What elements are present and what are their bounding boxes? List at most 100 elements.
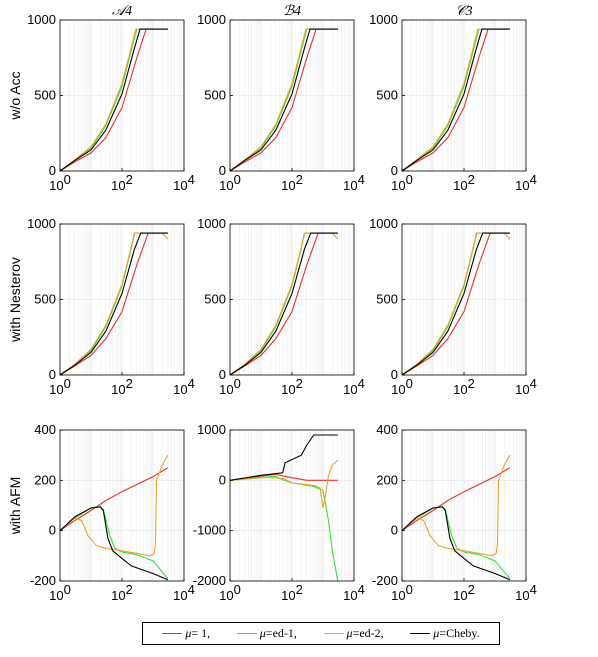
x-tick-exponent: 4	[188, 582, 195, 597]
row-label: with Nesterov	[7, 257, 23, 343]
x-tick-base: 10	[515, 588, 529, 603]
x-tick-exponent: 0	[64, 172, 71, 187]
x-tick-base: 10	[453, 382, 467, 397]
x-tick-label: 104	[343, 172, 365, 193]
x-tick-exponent: 2	[126, 172, 133, 187]
series-line	[401, 467, 511, 532]
y-tick-label: 500	[34, 292, 56, 307]
y-tick-label: 0	[391, 367, 398, 382]
x-tick-exponent: 4	[530, 376, 537, 391]
x-tick-base: 10	[343, 382, 357, 397]
x-tick-exponent: 4	[530, 172, 537, 187]
y-tick-label: 1000	[27, 12, 56, 27]
legend-mu: μ	[346, 626, 353, 640]
x-tick-exponent: 0	[64, 582, 71, 597]
y-tick-label: 1000	[369, 12, 398, 27]
y-tick-label: -1000	[193, 523, 226, 538]
column-title: 𝒜4	[112, 4, 132, 19]
series-line	[59, 28, 168, 172]
series-line	[59, 232, 168, 376]
x-tick-exponent: 4	[188, 172, 195, 187]
y-tick-label: 1000	[197, 216, 226, 231]
legend-label: = 1,	[191, 626, 211, 640]
legend-label: =ed-1,	[265, 626, 297, 640]
x-tick-label: 102	[111, 582, 133, 603]
series-line	[229, 232, 338, 376]
y-tick-label: -2000	[193, 573, 226, 588]
x-tick-base: 10	[49, 178, 63, 193]
y-tick-label: 0	[49, 523, 56, 538]
x-tick-label: 104	[173, 582, 195, 603]
x-tick-label: 102	[453, 582, 475, 603]
series-line	[401, 454, 511, 557]
x-tick-base: 10	[173, 382, 187, 397]
row-label: w/o Acc	[7, 71, 23, 120]
y-tick-label: 200	[34, 472, 56, 487]
y-tick-label: 0	[219, 163, 226, 178]
x-tick-exponent: 0	[64, 376, 71, 391]
x-tick-base: 10	[515, 382, 529, 397]
x-tick-exponent: 4	[358, 172, 365, 187]
x-tick-base: 10	[343, 588, 357, 603]
x-tick-exponent: 2	[296, 582, 303, 597]
legend-item-orange: μ =ed-2,	[323, 626, 384, 641]
x-tick-exponent: 2	[468, 376, 475, 391]
series-line	[59, 232, 168, 376]
x-tick-base: 10	[281, 178, 295, 193]
series-line	[229, 232, 338, 376]
y-tick-label: -200	[30, 573, 56, 588]
legend-swatch-black	[410, 633, 431, 634]
x-tick-exponent: 0	[234, 376, 241, 391]
x-tick-exponent: 0	[406, 376, 413, 391]
x-tick-exponent: 4	[530, 582, 537, 597]
x-tick-label: 104	[515, 172, 537, 193]
column-title: ℬ4	[283, 4, 301, 19]
legend-swatch-green	[236, 633, 257, 634]
x-tick-label: 102	[281, 582, 303, 603]
x-tick-exponent: 0	[234, 582, 241, 597]
series-line	[59, 454, 169, 557]
x-tick-label: 102	[281, 376, 303, 397]
x-tick-label: 100	[219, 376, 241, 397]
x-tick-label: 102	[281, 172, 303, 193]
y-tick-label: 500	[34, 88, 56, 103]
series-line	[401, 28, 510, 172]
y-tick-label: 1000	[27, 216, 56, 231]
series-line	[401, 232, 510, 376]
series-line	[229, 459, 339, 509]
x-tick-label: 104	[173, 376, 195, 397]
legend-item-red: μ = 1,	[162, 626, 210, 641]
legend-mu: μ	[259, 626, 266, 640]
series-line	[59, 28, 168, 172]
x-tick-exponent: 0	[406, 582, 413, 597]
x-tick-label: 102	[453, 172, 475, 193]
series-line	[401, 28, 510, 172]
x-tick-label: 102	[111, 376, 133, 397]
legend: μ = 1, μ =ed-1, μ =ed-2, μ =Cheby.	[142, 622, 500, 645]
x-tick-base: 10	[111, 588, 125, 603]
x-tick-exponent: 0	[234, 172, 241, 187]
x-tick-base: 10	[453, 588, 467, 603]
y-tick-label: 500	[204, 88, 226, 103]
y-tick-label: 1000	[369, 216, 398, 231]
y-tick-label: -200	[372, 573, 398, 588]
y-tick-label: 500	[204, 292, 226, 307]
x-tick-exponent: 2	[296, 376, 303, 391]
series-line	[229, 473, 338, 481]
series-line	[229, 28, 338, 172]
x-tick-base: 10	[391, 382, 405, 397]
y-tick-label: 0	[219, 472, 226, 487]
x-tick-exponent: 4	[358, 376, 365, 391]
x-tick-label: 104	[343, 582, 365, 603]
series-line	[59, 467, 169, 532]
x-tick-label: 100	[391, 376, 413, 397]
x-tick-exponent: 2	[126, 582, 133, 597]
legend-mu: μ	[185, 626, 192, 640]
x-tick-base: 10	[173, 178, 187, 193]
